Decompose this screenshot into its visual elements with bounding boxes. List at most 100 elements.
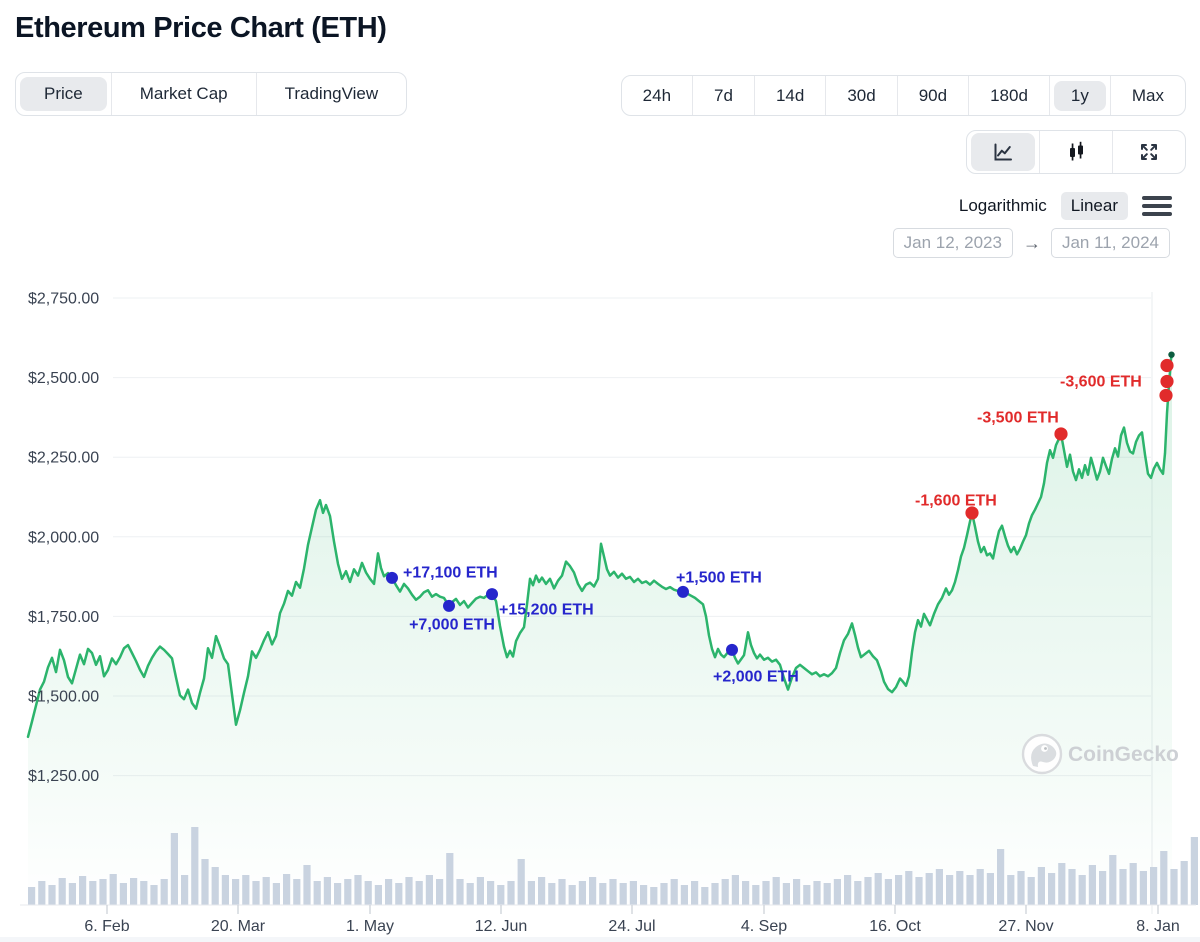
volume-bar	[589, 877, 597, 905]
volume-bar	[232, 879, 240, 905]
volume-bar	[619, 883, 627, 905]
range-180d[interactable]: 180d	[968, 76, 1049, 115]
volume-bar	[609, 879, 617, 905]
scale-option-linear[interactable]: Linear	[1060, 192, 1128, 220]
volume-bar	[497, 885, 505, 905]
time-range-selector: 24h 7d 14d 30d 90d 180d 1y Max	[620, 75, 1186, 116]
volume-bar	[374, 885, 382, 905]
sell-trade-label: -1,600 ETH	[915, 493, 997, 510]
range-label: 1y	[1053, 80, 1106, 111]
tab-label: TradingView	[284, 84, 379, 103]
volume-bar	[854, 881, 862, 905]
volume-bar	[1099, 871, 1107, 905]
chart-tools	[966, 130, 1186, 174]
volume-bar	[966, 875, 974, 905]
volume-bar	[1129, 863, 1137, 905]
volume-bar	[170, 833, 178, 905]
volume-bar	[680, 885, 688, 905]
volume-bar	[415, 881, 423, 905]
volume-bar	[793, 879, 801, 905]
range-label: Max	[1131, 85, 1164, 105]
volume-bar	[323, 877, 331, 905]
volume-bar	[517, 859, 525, 905]
range-max[interactable]: Max	[1109, 76, 1185, 115]
price-area-fill	[28, 354, 1172, 905]
x-axis-label: 27. Nov	[998, 918, 1053, 935]
volume-bar	[1170, 869, 1178, 905]
range-7d[interactable]: 7d	[692, 76, 754, 115]
sell-trade-dot	[1160, 374, 1174, 389]
tool-line-chart[interactable]	[967, 131, 1039, 173]
buy-trade-label: +17,100 ETH	[403, 565, 498, 582]
volume-bar	[629, 881, 637, 905]
volume-bar	[1190, 837, 1198, 905]
fullscreen-icon	[1117, 133, 1181, 171]
volume-bar	[568, 885, 576, 905]
volume-bar	[823, 883, 831, 905]
volume-bar	[79, 876, 87, 905]
volume-bar	[364, 881, 372, 905]
volume-bar	[1119, 869, 1127, 905]
volume-bar	[140, 881, 148, 905]
volume-bar	[181, 875, 189, 905]
tab-price[interactable]: Price	[16, 73, 111, 115]
x-axis-label: 6. Feb	[84, 918, 129, 935]
y-axis-label: $2,000.00	[28, 529, 99, 546]
volume-bar	[436, 879, 444, 905]
range-24h[interactable]: 24h	[622, 76, 692, 115]
volume-bar	[782, 883, 790, 905]
menu-icon[interactable]	[1142, 194, 1172, 219]
volume-bar	[1160, 851, 1168, 905]
buy-trade-dot	[443, 599, 455, 612]
tab-label: Market Cap	[139, 84, 228, 103]
tab-market-cap[interactable]: Market Cap	[110, 73, 256, 115]
buy-trade-label: +15,200 ETH	[499, 602, 594, 619]
volume-bar	[1088, 865, 1096, 905]
volume-bar	[895, 875, 903, 905]
volume-bar	[221, 875, 229, 905]
volume-bar	[956, 871, 964, 905]
volume-bar	[313, 881, 321, 905]
sell-trade-label: -3,600 ETH	[1060, 374, 1142, 391]
y-axis-label: $2,250.00	[28, 450, 99, 467]
range-14d[interactable]: 14d	[753, 76, 825, 115]
volume-bar	[303, 865, 311, 905]
y-axis-label: $1,250.00	[28, 768, 99, 785]
tab-tradingview[interactable]: TradingView	[255, 73, 407, 115]
range-90d[interactable]: 90d	[896, 76, 968, 115]
range-label: 30d	[847, 85, 876, 105]
volume-bar	[211, 867, 219, 905]
date-from-input[interactable]: Jan 12, 2023	[892, 228, 1013, 258]
range-1y[interactable]: 1y	[1048, 76, 1110, 115]
volume-bar	[527, 881, 535, 905]
buy-trade-dot	[726, 643, 738, 656]
x-axis-label: 16. Oct	[869, 918, 921, 935]
date-to-input[interactable]: Jan 11, 2024	[1050, 228, 1170, 258]
volume-bar	[99, 879, 107, 905]
range-label: 90d	[918, 85, 948, 105]
volume-bar	[109, 874, 117, 905]
volume-bar	[1109, 855, 1117, 905]
sell-trade-label: -3,500 ETH	[977, 410, 1059, 427]
tool-candlestick[interactable]	[1039, 131, 1112, 173]
volume-bar	[334, 883, 342, 905]
volume-bar	[191, 827, 199, 905]
volume-bar	[711, 883, 719, 905]
volume-bar	[425, 875, 433, 905]
volume-bar	[48, 885, 56, 905]
volume-bar	[354, 875, 362, 905]
range-30d[interactable]: 30d	[825, 76, 896, 115]
volume-bar	[272, 883, 280, 905]
gecko-shape	[1031, 743, 1057, 767]
tool-fullscreen[interactable]	[1112, 131, 1185, 173]
volume-bar	[252, 881, 260, 905]
volume-bar	[242, 875, 250, 905]
volume-bar	[1139, 871, 1147, 905]
y-axis-label: $2,500.00	[28, 370, 99, 387]
volume-bar	[599, 883, 607, 905]
scale-option-logarithmic[interactable]: Logarithmic	[958, 196, 1047, 215]
volume-bar	[701, 887, 709, 905]
buy-trade-label: +7,000 ETH	[409, 617, 495, 634]
